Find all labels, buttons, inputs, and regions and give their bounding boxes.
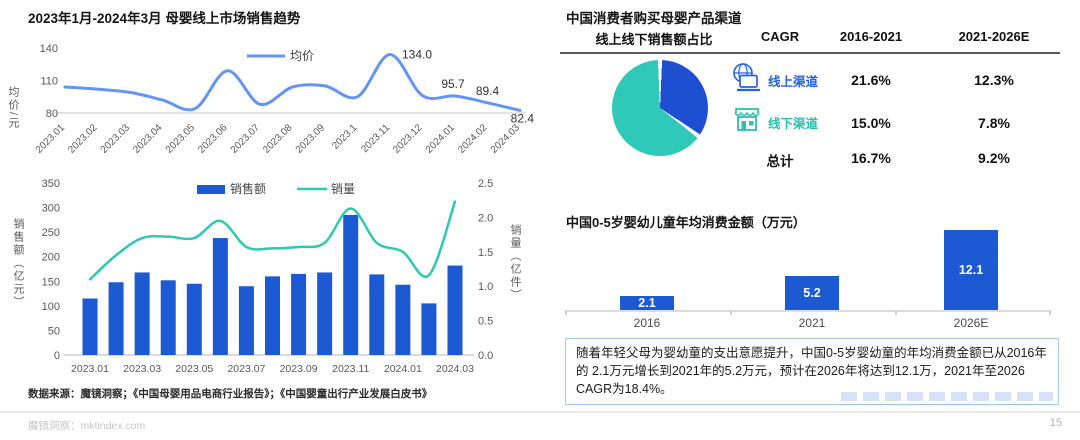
axis-tick xyxy=(730,310,732,315)
consumption-baseline xyxy=(565,310,1051,312)
online-cagr-2016-2021: 21.6% xyxy=(851,72,891,88)
volume-y-axis-label: 销量（亿件） xyxy=(509,224,521,302)
footer-brand: 魔镜洞察：mktindex.com xyxy=(28,420,146,432)
svg-text:2023.11: 2023.11 xyxy=(332,363,369,375)
avg-price-y-axis-label: 均价/元 xyxy=(7,86,19,131)
summary-note-text: 随着年轻父母为婴幼童的支出意愿提升，中国0-5岁婴幼童的年均消费金额已从2016… xyxy=(576,346,1047,396)
svg-text:100: 100 xyxy=(42,301,60,313)
svg-text:2023.03: 2023.03 xyxy=(99,122,133,156)
svg-text:0.5: 0.5 xyxy=(478,316,493,328)
axis-tick xyxy=(1049,310,1051,315)
svg-text:1.5: 1.5 xyxy=(478,247,493,259)
svg-text:2023.06: 2023.06 xyxy=(196,122,230,156)
svg-text:2023.02: 2023.02 xyxy=(66,122,100,156)
svg-text:95.7: 95.7 xyxy=(441,77,465,91)
sales-volume-combo-chart: 0 50 100 150 200 250 300 350 0.0 0.5 1.0 1.5 2.0 2.5 销… xyxy=(42,178,494,375)
svg-text:2023.04: 2023.04 xyxy=(131,122,165,156)
axis-tick xyxy=(565,310,567,315)
svg-text:200: 200 xyxy=(42,252,60,264)
svg-text:均价: 均价 xyxy=(290,49,314,63)
svg-text:2023.12: 2023.12 xyxy=(391,122,425,156)
svg-text:2024.01: 2024.01 xyxy=(384,363,422,375)
svg-text:2023.09: 2023.09 xyxy=(280,363,318,375)
left-panel-title: 2023年1月-2024年3月 母婴线上市场销售趋势 xyxy=(28,11,301,26)
right-panel-title: 中国消费者购买母婴产品渠道 xyxy=(566,11,742,26)
table-header-2021-2026e: 2021-2026E xyxy=(958,29,1030,44)
svg-text:2023.01: 2023.01 xyxy=(71,363,109,375)
svg-text:销售额: 销售额 xyxy=(230,181,266,196)
svg-text:2023.09: 2023.09 xyxy=(294,122,328,156)
table-header-rule xyxy=(560,52,1060,54)
consumption-bar-2016: 2.1 xyxy=(620,296,674,310)
svg-text:0: 0 xyxy=(54,350,60,362)
svg-text:80: 80 xyxy=(46,108,58,120)
svg-text:2023.03: 2023.03 xyxy=(123,363,161,375)
online-channel-label: 线上渠道 xyxy=(768,75,819,89)
svg-text:150: 150 xyxy=(42,276,60,288)
channel-share-pie-chart xyxy=(612,60,708,156)
svg-text:2023.07: 2023.07 xyxy=(227,363,265,375)
svg-text:82.4: 82.4 xyxy=(511,111,535,125)
offline-channel-label: 线下渠道 xyxy=(768,117,819,131)
svg-text:2023.1: 2023.1 xyxy=(330,122,360,152)
total-cagr-2016-2021: 16.7% xyxy=(851,150,891,166)
svg-text:2023.11: 2023.11 xyxy=(359,122,392,155)
svg-text:2023.08: 2023.08 xyxy=(261,122,295,156)
svg-text:350: 350 xyxy=(42,178,60,190)
table-header-cagr: CAGR xyxy=(760,29,800,44)
svg-text:89.4: 89.4 xyxy=(476,84,500,98)
svg-text:134.0: 134.0 xyxy=(402,48,432,62)
sales-y-axis-label: 销售额（亿元） xyxy=(12,218,24,309)
svg-text:50: 50 xyxy=(48,325,60,337)
total-cagr-2021-2026e: 9.2% xyxy=(978,150,1010,166)
svg-text:2023.05: 2023.05 xyxy=(175,363,213,375)
svg-text:300: 300 xyxy=(42,203,60,215)
category-label-2026E: 2026E xyxy=(953,316,989,330)
svg-text:2.5: 2.5 xyxy=(478,178,493,190)
online-cagr-2021-2026e: 12.3% xyxy=(974,72,1014,88)
globe-laptop-icon xyxy=(730,62,762,92)
right-panel: 中国消费者购买母婴产品渠道 线上线下销售额占比 CAGR 2016-2021 2… xyxy=(540,0,1080,440)
consumption-bar-2026E: 12.1 xyxy=(944,230,998,310)
summary-note: 随着年轻父母为婴幼童的支出意愿提升，中国0-5岁婴幼童的年均消费金额已从2016… xyxy=(565,338,1059,406)
data-source-note: 数据来源：魔镜洞察；《中国母婴用品电商行业报告》；《中国婴童出行产业发展白皮书》 xyxy=(28,388,433,400)
svg-text:110: 110 xyxy=(40,76,58,88)
storefront-icon xyxy=(732,104,764,134)
svg-text:250: 250 xyxy=(42,227,60,239)
bar-value-label: 2.1 xyxy=(638,296,656,311)
svg-text:1.0: 1.0 xyxy=(478,281,493,293)
footer-divider xyxy=(0,411,1080,413)
consumption-bar-2021: 5.2 xyxy=(785,275,839,310)
bar-value-label: 12.1 xyxy=(958,263,984,277)
svg-text:140: 140 xyxy=(40,43,58,55)
page-number: 15 xyxy=(1049,417,1062,429)
svg-text:2023.05: 2023.05 xyxy=(164,122,198,156)
svg-text:2.0: 2.0 xyxy=(478,212,493,224)
watermark xyxy=(841,392,1053,402)
consumption-bar-chart: 2.1 2016 5.2 2021 12.1 2026E xyxy=(565,224,1051,334)
axis-tick xyxy=(895,310,897,315)
svg-text:2024.03: 2024.03 xyxy=(489,122,523,156)
category-label-2016: 2016 xyxy=(633,316,661,330)
bar-value-label: 5.2 xyxy=(803,285,821,300)
svg-text:2023.07: 2023.07 xyxy=(229,122,263,156)
offline-cagr-2021-2026e: 7.8% xyxy=(978,115,1010,131)
table-header-2016-2021: 2016-2021 xyxy=(839,29,903,44)
total-label: 总计 xyxy=(766,154,794,169)
consumption-chart-title: 中国0-5岁婴幼儿童年均消费金额（万元） xyxy=(566,215,806,230)
svg-text:销量: 销量 xyxy=(331,182,355,196)
svg-text:2024.01: 2024.01 xyxy=(424,122,458,156)
table-header-share: 线上线下销售额占比 xyxy=(595,32,713,47)
category-label-2021: 2021 xyxy=(798,316,826,330)
svg-text:2024.03: 2024.03 xyxy=(436,363,474,375)
svg-text:2024.02: 2024.02 xyxy=(456,122,490,156)
offline-cagr-2016-2021: 15.0% xyxy=(851,115,891,131)
svg-text:2023.01: 2023.01 xyxy=(34,122,68,156)
svg-text:0.0: 0.0 xyxy=(478,350,493,362)
